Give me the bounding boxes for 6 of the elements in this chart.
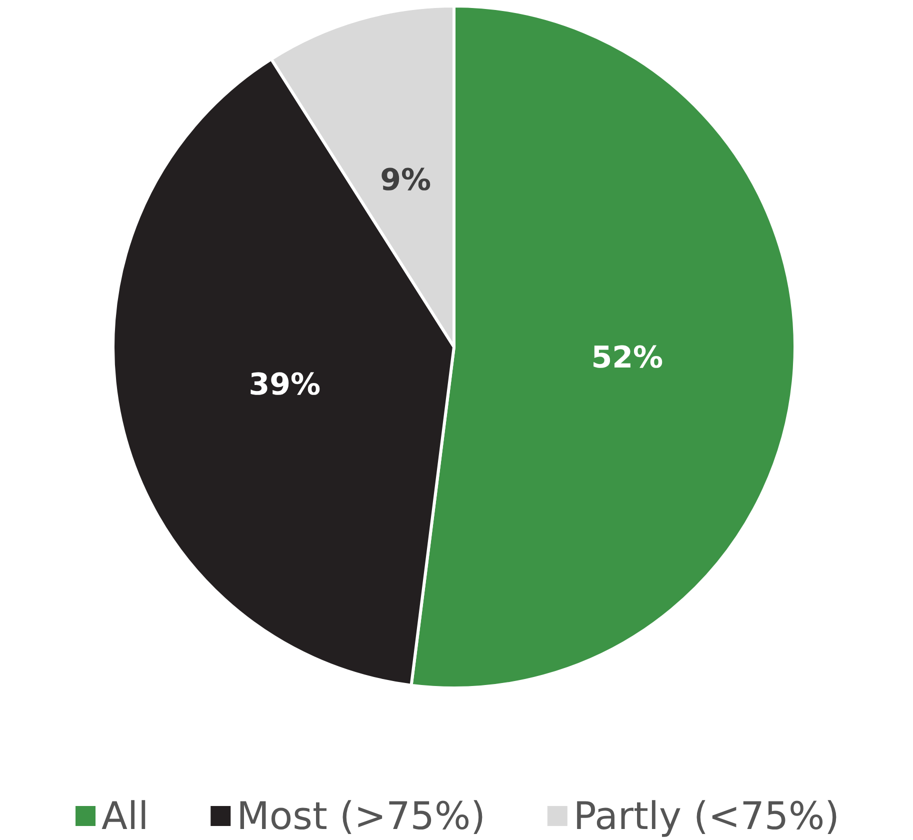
data-label: 39% — [248, 367, 321, 402]
legend-label: Most (>75%) — [236, 794, 486, 838]
data-label: 9% — [380, 162, 432, 198]
data-label: 52% — [591, 340, 664, 376]
legend-label: Partly (<75%) — [573, 794, 840, 838]
legend-label: All — [102, 794, 149, 838]
